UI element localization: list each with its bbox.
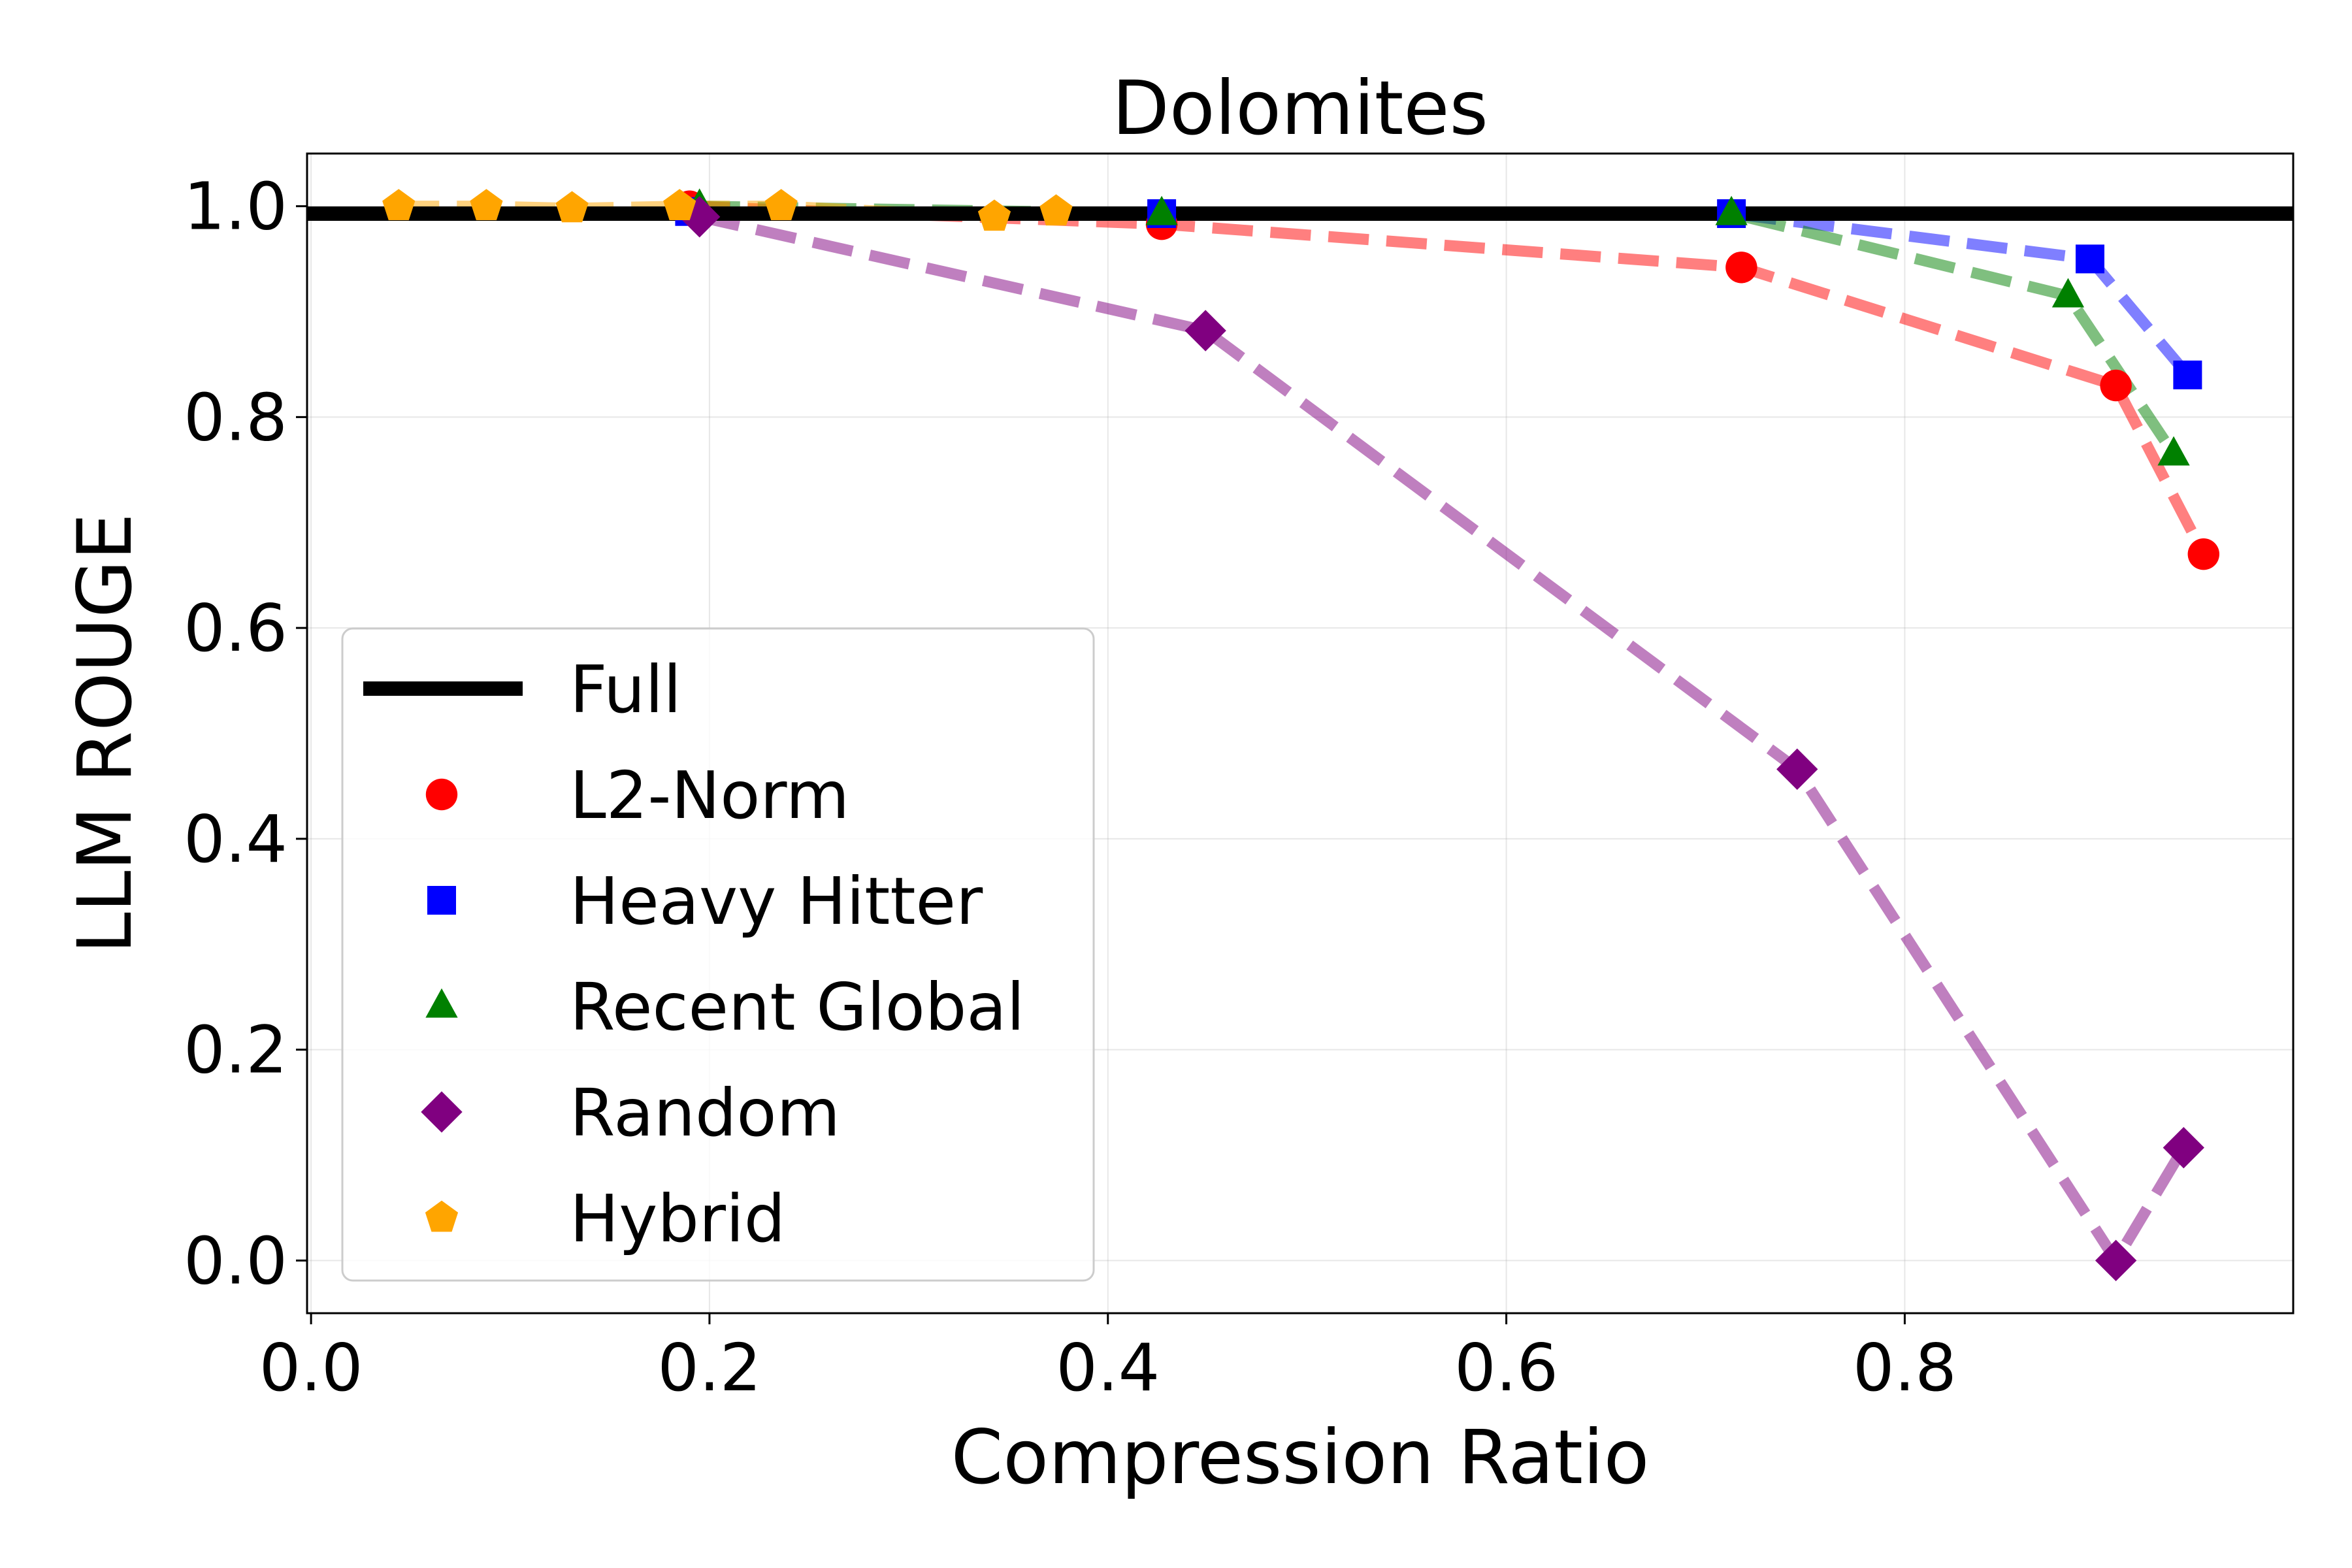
heavy-hitter-point	[2173, 360, 2202, 389]
y-axis-label: LLM ROUGE	[61, 513, 148, 953]
legend-random-label: Random	[570, 1075, 840, 1151]
x-tick-label: 0.8	[1853, 1330, 1957, 1406]
series-markers	[382, 188, 2219, 1281]
x-tick-label: 0.0	[259, 1330, 363, 1406]
legend-l2-norm-label: L2-Norm	[570, 757, 849, 834]
l2-norm-point	[2187, 538, 2219, 570]
hybrid-point	[977, 199, 1011, 231]
y-tick-label: 0.0	[184, 1222, 287, 1299]
legend-recent-global-label: Recent Global	[570, 969, 1024, 1045]
x-tick-label: 0.2	[657, 1330, 761, 1406]
hybrid-point	[555, 191, 589, 223]
legend-recent-global-symbol	[425, 988, 458, 1018]
random-point	[2163, 1126, 2204, 1169]
x-axis-label: Compression Ratio	[951, 1414, 1650, 1501]
legend: Full L2-Norm Heavy Hitter Recent Global Rand…	[341, 627, 1095, 1282]
l2-norm-point	[2100, 369, 2132, 402]
legend-heavy-hitter-symbol	[427, 886, 456, 915]
legend-heavy-hitter-label: Heavy Hitter	[570, 863, 983, 939]
recent-global-point	[1715, 195, 1748, 225]
recent-global-point	[2157, 436, 2190, 466]
hybrid-point	[663, 189, 696, 221]
legend-full-label: Full	[570, 651, 681, 728]
legend-hybrid-label: Hybrid	[570, 1181, 785, 1257]
y-tick-label: 0.2	[184, 1012, 287, 1088]
hybrid-point	[1039, 194, 1073, 226]
y-tick-label: 0.6	[184, 590, 287, 666]
recent-global-point	[2051, 278, 2085, 308]
plot-frame	[306, 152, 2295, 1315]
recent-global-point	[1145, 195, 1178, 225]
hybrid-point	[382, 189, 416, 221]
legend-l2-norm-symbol	[425, 778, 458, 811]
heavy-hitter-point	[2075, 244, 2104, 274]
random-point	[1184, 310, 1226, 351]
legend-hybrid-symbol	[425, 1200, 459, 1232]
axis-ticks: 0.0 0.2 0.4 0.6 0.8 0.0 0.2 0.4 0.6 0.8 1.0	[184, 169, 1957, 1406]
x-tick-label: 0.4	[1056, 1330, 1160, 1406]
random-point	[2095, 1239, 2137, 1281]
legend-box	[341, 627, 1095, 1282]
hybrid-point	[470, 189, 503, 221]
random-point	[1776, 748, 1818, 791]
y-tick-label: 0.4	[184, 801, 287, 877]
x-tick-label: 0.6	[1454, 1330, 1558, 1406]
l2-norm-point	[1725, 252, 1757, 284]
y-tick-label: 1.0	[184, 169, 287, 245]
legend-random-symbol	[421, 1091, 463, 1133]
chart-title: Dolomites	[1112, 65, 1488, 152]
hybrid-point	[764, 189, 798, 221]
y-tick-label: 0.8	[184, 379, 287, 455]
